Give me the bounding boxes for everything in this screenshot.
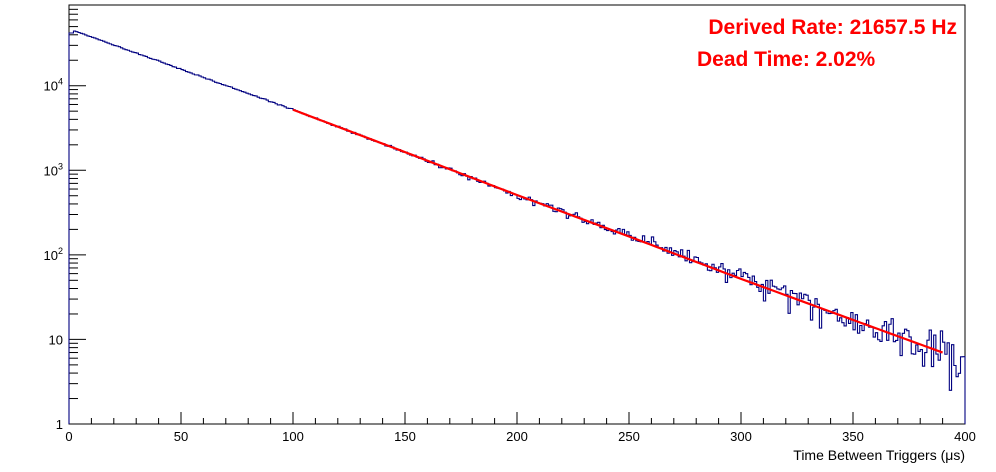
- y-tick-label: 102: [44, 246, 63, 263]
- histogram-series: [68, 30, 966, 424]
- exponential-fit-line: [292, 108, 943, 354]
- y-tick-label: 1: [56, 417, 63, 432]
- y-tick-label: 10: [49, 332, 63, 347]
- y-axis-tick-labels: 1 10 102 103 104: [44, 77, 63, 432]
- x-tick-label: 50: [174, 429, 188, 444]
- dead-time-annotation: Dead Time: 2.02%: [697, 48, 876, 71]
- x-tick-label: 350: [842, 429, 864, 444]
- x-tick-label: 400: [954, 429, 976, 444]
- x-axis-ticks: [68, 412, 966, 424]
- x-tick-label: 100: [282, 429, 304, 444]
- x-tick-label: 150: [394, 429, 416, 444]
- derived-rate-annotation: Derived Rate: 21657.5 Hz: [708, 16, 957, 39]
- x-axis-tick-labels: 0 50 100 150 200 250 300 350 400: [65, 429, 975, 444]
- x-tick-label: 250: [618, 429, 640, 444]
- x-tick-label: 0: [65, 429, 72, 444]
- x-tick-label: 200: [506, 429, 528, 444]
- y-axis-ticks: [69, 4, 86, 425]
- y-tick-label: 104: [44, 77, 63, 94]
- y-tick-label: 103: [44, 161, 63, 178]
- x-tick-label: 300: [730, 429, 752, 444]
- x-axis-title: Time Between Triggers (μs): [793, 447, 965, 463]
